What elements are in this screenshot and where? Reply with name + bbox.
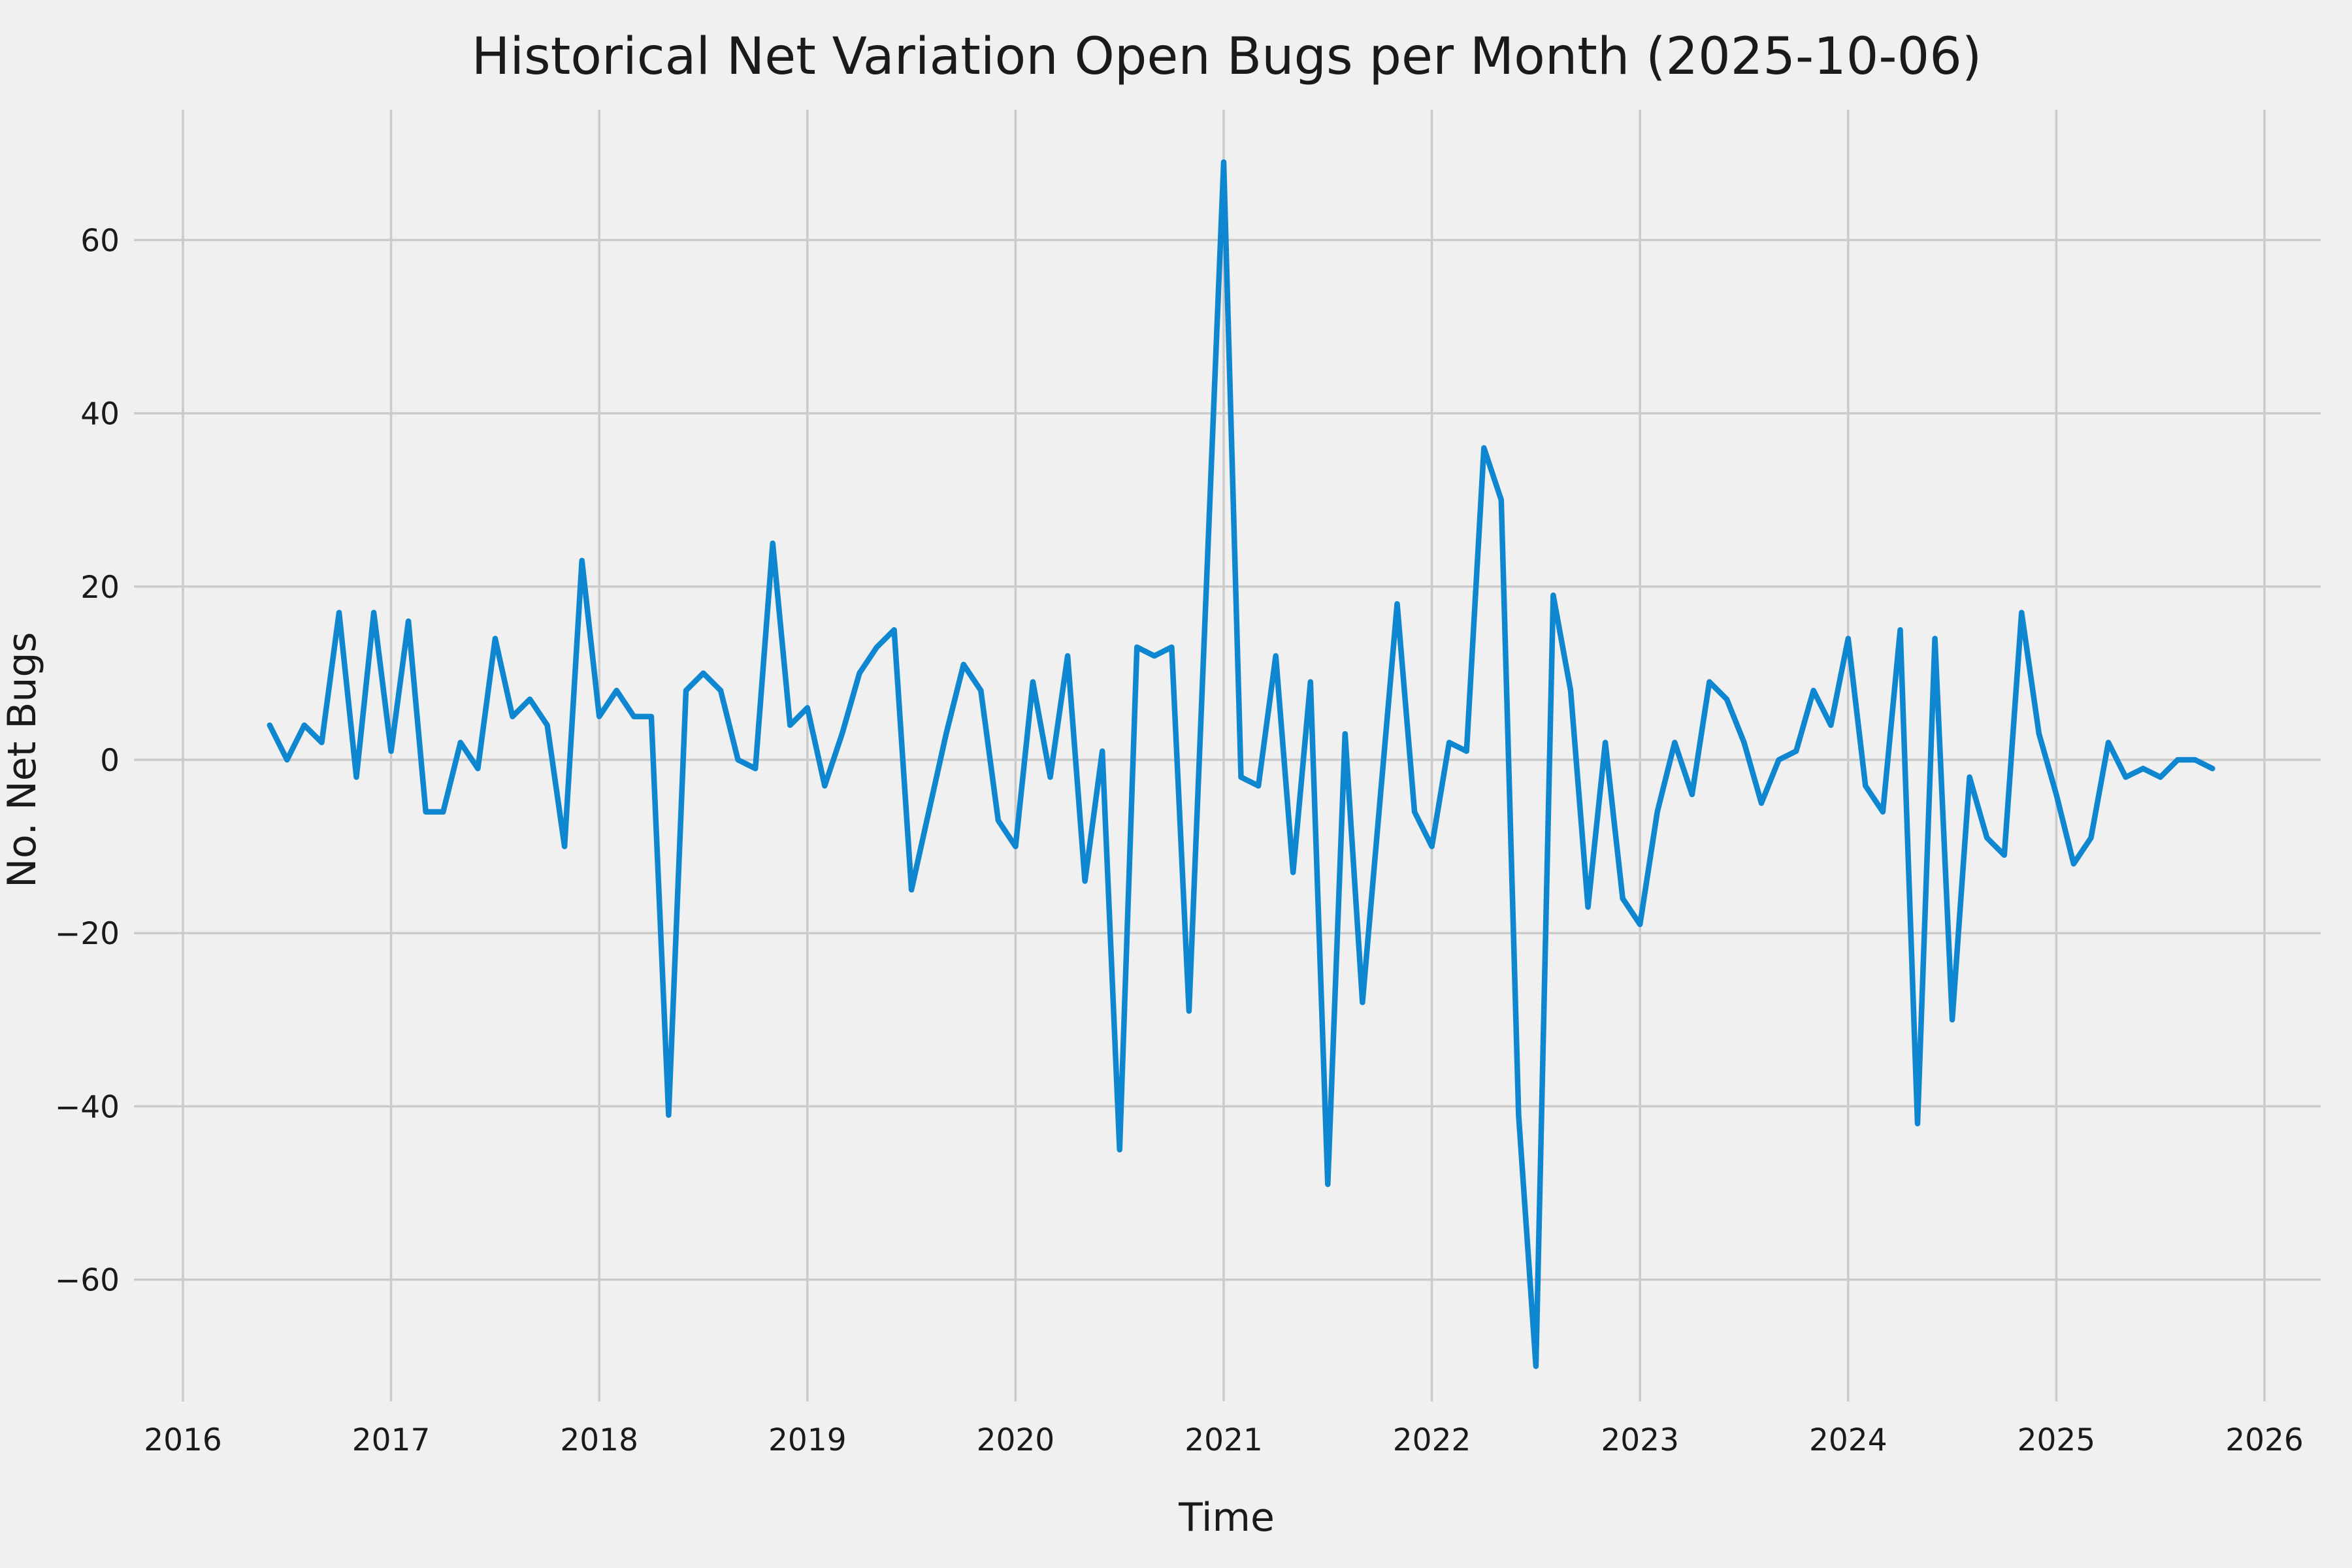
x-tick-label: 2025 — [2017, 1422, 2096, 1458]
vertical-gridlines — [182, 110, 2266, 1401]
y-tick-label: 60 — [80, 223, 120, 259]
x-tick-label: 2016 — [144, 1422, 222, 1458]
y-tick-label: 20 — [80, 570, 120, 606]
x-tick-label: 2019 — [768, 1422, 847, 1458]
y-tick-label: −60 — [55, 1263, 120, 1299]
y-axis-label: No. Net Bugs — [0, 632, 45, 888]
data-series-line — [267, 159, 2215, 1369]
x-tick-label: 2020 — [977, 1422, 1055, 1458]
y-tick-label: 0 — [100, 743, 120, 779]
chart-title: Historical Net Variation Open Bugs per M… — [471, 27, 1982, 86]
x-tick-label: 2022 — [1393, 1422, 1471, 1458]
x-tick-label: 2024 — [1809, 1422, 1887, 1458]
y-tick-label: 40 — [80, 397, 120, 433]
y-tick-label: −40 — [55, 1089, 120, 1125]
y-tick-label: −20 — [55, 916, 120, 952]
x-tick-label: 2021 — [1184, 1422, 1263, 1458]
x-tick-label: 2017 — [352, 1422, 431, 1458]
y-tick-labels: 60 40 20 0 −20 −40 −60 — [55, 223, 120, 1298]
horizontal-gridlines — [134, 238, 2321, 1281]
x-tick-label: 2023 — [1601, 1422, 1679, 1458]
x-tick-label: 2018 — [560, 1422, 638, 1458]
x-axis-label: Time — [1179, 1495, 1275, 1541]
x-tick-label: 2026 — [2225, 1422, 2304, 1458]
x-tick-labels: 2016 2017 2018 2019 2020 2021 2022 2023 2024 2025… — [144, 1422, 2304, 1458]
